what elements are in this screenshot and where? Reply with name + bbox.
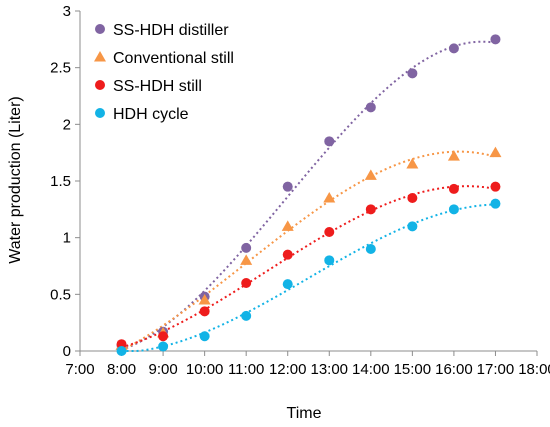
x-tick-label: 7:00 xyxy=(65,361,94,378)
y-tick-label: 1 xyxy=(63,230,71,247)
y-axis-title: Water production (Liter) xyxy=(7,96,24,263)
x-tick-label: 8:00 xyxy=(107,361,136,378)
x-tick-label: 15:00 xyxy=(394,361,432,378)
data-point xyxy=(158,331,169,342)
data-point xyxy=(448,204,459,215)
data-point xyxy=(282,249,293,260)
legend-box xyxy=(88,13,256,129)
y-tick-label: 2.5 xyxy=(50,60,71,77)
y-tick-label: 0.5 xyxy=(50,286,71,303)
data-point xyxy=(199,306,210,317)
x-tick-label: 14:00 xyxy=(352,361,390,378)
data-point xyxy=(364,169,377,180)
trendline-1 xyxy=(121,150,496,352)
data-point xyxy=(447,150,460,161)
x-tick-label: 11:00 xyxy=(228,361,264,378)
x-tick-label: 18:00 xyxy=(518,361,550,378)
data-point xyxy=(406,158,419,169)
data-point xyxy=(158,341,169,352)
legend-label: HDH cycle xyxy=(113,106,189,123)
data-point xyxy=(490,34,501,45)
trendline-0 xyxy=(121,40,496,351)
data-point xyxy=(489,146,502,158)
data-point xyxy=(116,346,127,356)
y-tick-label: 0 xyxy=(63,343,71,360)
x-tick-label: 13:00 xyxy=(310,361,348,378)
data-point xyxy=(324,255,335,266)
data-point xyxy=(198,294,211,305)
legend-marker xyxy=(95,80,105,90)
data-point xyxy=(281,220,294,231)
tick-labels: 7:00 8:00 9:00 10:00 11:00 12:00 13:00 14:00 15:… xyxy=(50,3,550,378)
x-tick-label: 9:00 xyxy=(148,361,177,378)
trendline-3 xyxy=(121,203,496,352)
data-point xyxy=(323,192,336,203)
trendlines xyxy=(121,40,496,352)
data-point xyxy=(448,183,459,194)
data-point xyxy=(241,242,252,253)
legend-label: Conventional still xyxy=(113,50,234,67)
data-point xyxy=(407,68,418,79)
y-tick-label: 1.5 xyxy=(50,173,71,190)
data-points xyxy=(115,34,502,356)
data-point xyxy=(490,198,501,209)
legend-label: SS-HDH distiller xyxy=(113,22,229,39)
data-point xyxy=(199,331,210,342)
data-point xyxy=(240,254,253,265)
data-point xyxy=(324,136,335,147)
y-tick-label: 3 xyxy=(63,3,71,20)
axes xyxy=(75,10,538,356)
trendline-2 xyxy=(121,185,496,349)
data-point xyxy=(241,310,252,321)
data-point xyxy=(282,181,293,192)
x-axis-title: Time xyxy=(287,405,322,422)
data-point xyxy=(407,221,418,232)
data-point xyxy=(365,102,376,113)
x-tick-label: 12:00 xyxy=(269,361,307,378)
data-point xyxy=(448,43,459,54)
data-point xyxy=(490,181,501,192)
legend-label: SS-HDH still xyxy=(113,78,202,95)
x-tick-label: 10:00 xyxy=(186,361,224,378)
y-tick-label: 2 xyxy=(63,116,71,133)
data-point xyxy=(241,278,252,288)
legend-marker xyxy=(95,108,105,118)
data-point xyxy=(365,244,376,254)
x-tick-label: 17:00 xyxy=(477,361,515,378)
legend-marker xyxy=(95,24,105,34)
data-point xyxy=(365,204,376,215)
data-point xyxy=(282,279,293,290)
legend-marker xyxy=(94,51,106,62)
legend: SS-HDH distiller Conventional still SS-HDH… xyxy=(88,13,256,129)
data-point xyxy=(324,227,335,237)
x-tick-label: 16:00 xyxy=(435,361,473,378)
data-point xyxy=(407,193,418,203)
